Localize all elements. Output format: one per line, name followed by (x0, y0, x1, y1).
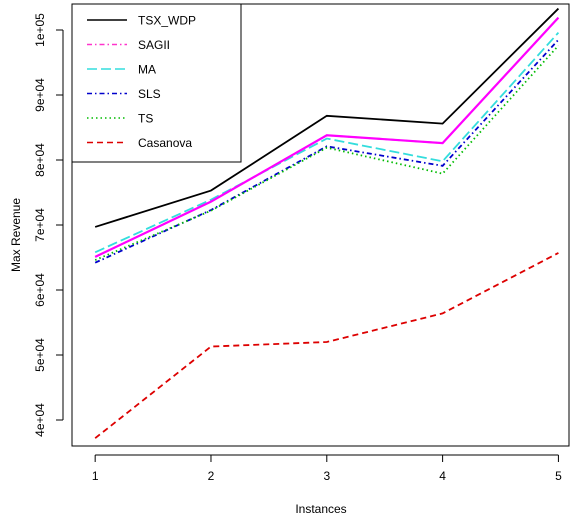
legend: TSX_WDP SAGII MA SLS TS Casanova (71, 3, 242, 163)
x-tick-label: 2 (208, 469, 215, 483)
x-axis-title: Instances (295, 502, 346, 516)
series-line-tsx-wdp (94, 7, 560, 228)
series-line-casanova (94, 252, 559, 439)
x-tick-label: 5 (555, 469, 562, 483)
y-tick-label: 7e+04 (33, 208, 47, 242)
x-tick-label: 4 (439, 469, 446, 483)
legend-label: MA (138, 63, 156, 77)
x-tick-label: 1 (92, 469, 99, 483)
y-axis-title: Max Revenue (9, 198, 23, 272)
y-tick-label: 1e+05 (33, 13, 47, 47)
legend-label: Casanova (138, 136, 192, 150)
legend-label: TS (138, 112, 153, 126)
legend-box (71, 3, 242, 163)
axes: 1 2 3 4 5 4e+04 5e+04 6e+04 7e+04 8e+04 9e+04 1e+05 (33, 3, 570, 483)
legend-label: SLS (138, 87, 161, 101)
legend-label: SAGII (138, 38, 170, 52)
series-line-ts (94, 44, 560, 261)
series-line-overlay (94, 16, 560, 258)
plot-frame (71, 3, 570, 447)
series-line-ma (94, 31, 560, 254)
x-tick-label: 3 (323, 469, 330, 483)
series-layer (94, 7, 560, 439)
y-tick-label: 6e+04 (33, 273, 47, 307)
y-tick-label: 4e+04 (33, 403, 47, 437)
series-line-sls (94, 39, 560, 264)
y-tick-label: 8e+04 (33, 143, 47, 177)
y-tick-label: 9e+04 (33, 78, 47, 112)
y-tick-label: 5e+04 (33, 338, 47, 372)
legend-label: TSX_WDP (138, 14, 196, 28)
